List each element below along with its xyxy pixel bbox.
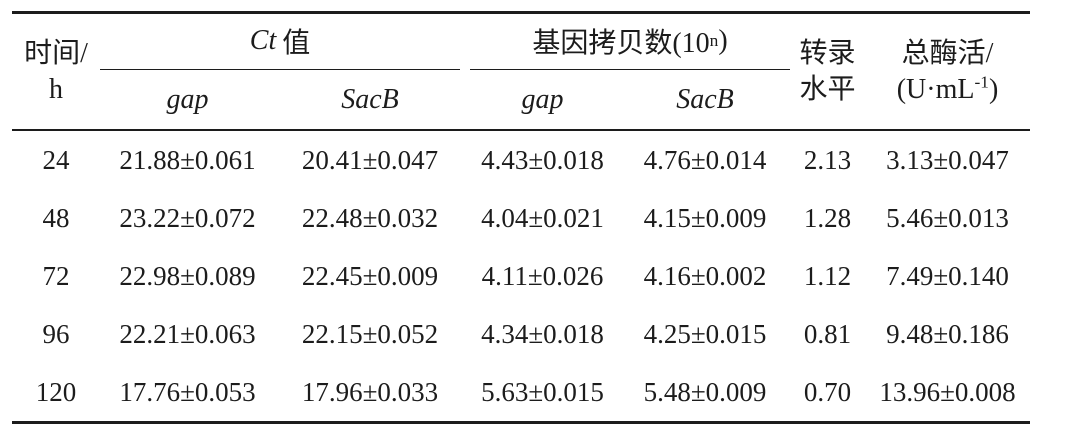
subheader-ct-sacb: SacB [275, 70, 466, 131]
subheader-copies-sacb: SacB [620, 70, 791, 131]
cell-ct-gap: 17.76±0.053 [119, 376, 256, 407]
table-row: 120 17.76±0.053 17.96±0.033 5.63±0.015 5… [12, 363, 1030, 421]
cell-transcription: 1.12 [803, 260, 852, 291]
header-copies-title: 基因拷贝数(10 n) [470, 14, 791, 70]
cell-ct-sacb: 22.45±0.009 [301, 260, 439, 291]
cell-copy-sacb: 4.16±0.002 [643, 260, 767, 291]
cell-transcription: 0.81 [803, 318, 852, 349]
header-time: 时间/ h [12, 14, 100, 131]
cell-time: 24 [42, 144, 70, 175]
activity-unit-post: ) [988, 73, 999, 105]
cell-copy-gap: 4.34±0.018 [481, 318, 604, 349]
cell-copy-sacb: 4.76±0.014 [643, 144, 767, 175]
cell-copy-sacb: 4.15±0.009 [643, 202, 767, 233]
cell-ct-sacb: 17.96±0.033 [301, 376, 439, 407]
qpcr-results-table: 时间/ h Ct 值 基因拷贝数(10 n) 转录 水平 [12, 11, 1031, 424]
subheader-ct-gap: gap [100, 70, 275, 131]
copies-title-pre: 基因拷贝数(10 [532, 27, 710, 59]
cell-time: 48 [42, 202, 70, 233]
table-row: 24 21.88±0.061 20.41±0.047 4.43±0.018 4.… [12, 131, 1030, 189]
header-row-groups: 时间/ h Ct 值 基因拷贝数(10 n) 转录 水平 [12, 14, 1031, 131]
cell-ct-gap: 22.21±0.063 [119, 318, 256, 349]
cell-copy-gap: 4.11±0.026 [481, 260, 604, 291]
cell-ct-gap: 23.22±0.072 [119, 202, 256, 233]
cell-activity: 3.13±0.047 [886, 144, 1009, 175]
header-activity-line1: 总酶活/ [901, 37, 994, 69]
ct-rest-label: 值 [282, 27, 311, 59]
cell-ct-gap: 21.88±0.061 [119, 144, 256, 175]
header-activity: 总酶活/ (U·mL-1) [865, 14, 1031, 131]
cell-ct-sacb: 20.41±0.047 [301, 144, 439, 175]
cell-copy-gap: 4.04±0.021 [481, 202, 604, 233]
cell-transcription: 1.28 [803, 202, 852, 233]
results-table-wrap: 时间/ h Ct 值 基因拷贝数(10 n) 转录 水平 [12, 11, 1031, 424]
cell-activity: 7.49±0.140 [886, 260, 1009, 291]
cell-transcription: 2.13 [803, 144, 852, 175]
cell-ct-sacb: 22.15±0.052 [301, 318, 439, 349]
header-transcription-line1: 转录 [799, 37, 856, 69]
cell-copy-gap: 5.63±0.015 [481, 376, 604, 407]
cell-time: 96 [42, 318, 70, 349]
header-row-subcols: gap SacB gap SacB [12, 70, 1030, 131]
ct-italic-label: Ct [249, 24, 277, 56]
header-transcription-line2: 水平 [799, 73, 856, 105]
cell-activity: 13.96±0.008 [879, 376, 1016, 407]
header-copies-group: 基因拷贝数(10 n) [465, 14, 791, 70]
cell-ct-gap: 22.98±0.089 [119, 260, 256, 291]
table-row: 96 22.21±0.063 22.15±0.052 4.34±0.018 4.… [12, 305, 1030, 363]
header-ct-title: Ct 值 [100, 14, 461, 70]
cell-time: 120 [35, 376, 77, 407]
table-row: 48 23.22±0.072 22.48±0.032 4.04±0.021 4.… [12, 189, 1030, 247]
subheader-copies-gap: gap [465, 70, 621, 131]
copies-title-post: ) [718, 24, 728, 56]
cell-ct-sacb: 22.48±0.032 [301, 202, 439, 233]
cell-activity: 5.46±0.013 [886, 202, 1009, 233]
cell-time: 72 [42, 260, 70, 291]
cell-copy-gap: 4.43±0.018 [481, 144, 604, 175]
table-row: 72 22.98±0.089 22.45±0.009 4.11±0.026 4.… [12, 247, 1030, 305]
activity-unit-pre: (U·mL [896, 73, 975, 105]
cell-transcription: 0.70 [803, 376, 852, 407]
activity-unit-exponent: -1 [974, 72, 989, 92]
header-time-line1: 时间/ [24, 37, 88, 69]
header-transcription: 转录 水平 [790, 14, 866, 131]
cell-activity: 9.48±0.186 [886, 318, 1009, 349]
header-activity-unit: (U·mL-1) [865, 72, 1030, 108]
cell-copy-sacb: 5.48±0.009 [643, 376, 767, 407]
header-time-line2: h [49, 73, 63, 105]
header-ct-group: Ct 值 [100, 14, 465, 70]
cell-copy-sacb: 4.25±0.015 [643, 318, 767, 349]
